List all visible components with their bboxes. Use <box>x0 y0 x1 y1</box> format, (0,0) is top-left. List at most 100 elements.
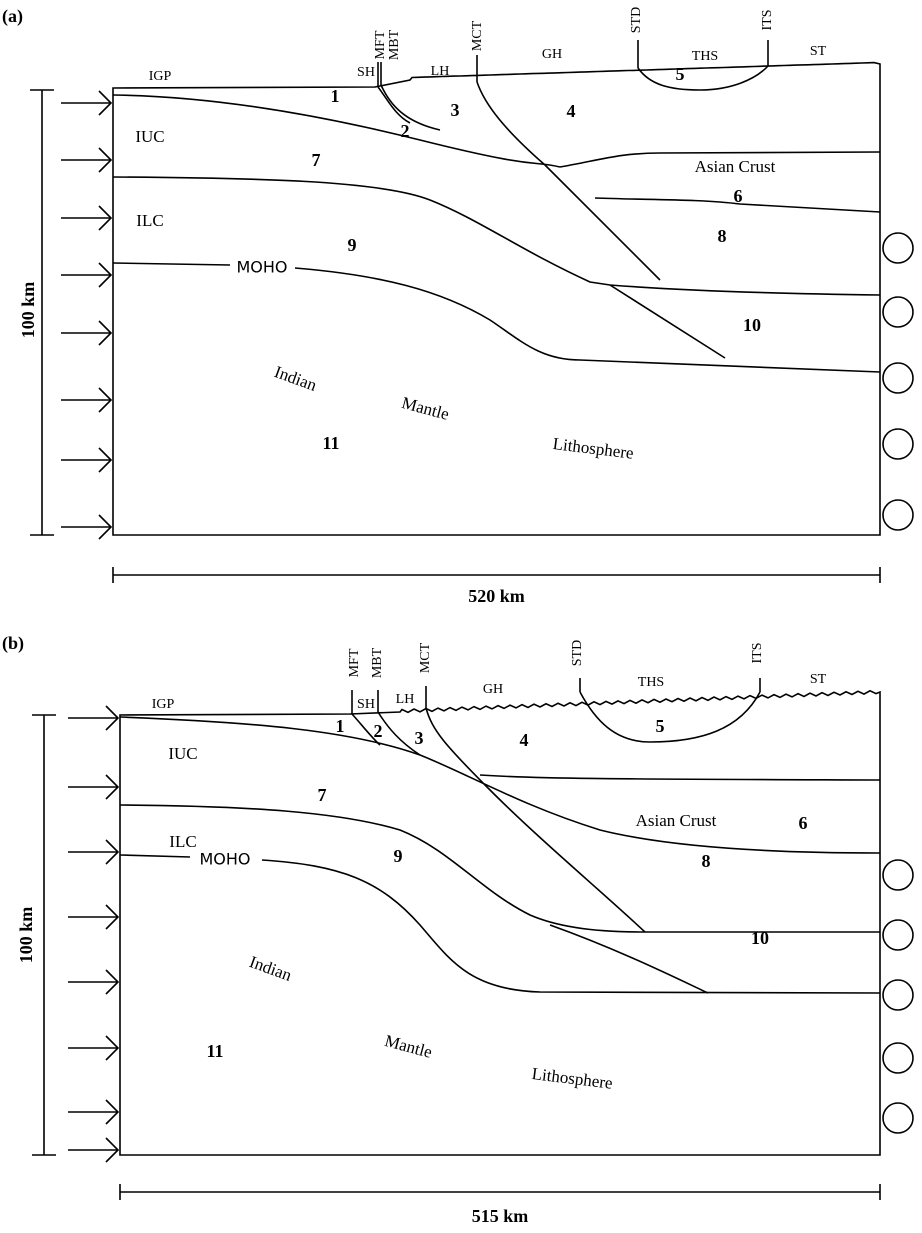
fault-label: ITS <box>760 10 775 31</box>
arrow-head <box>98 147 113 173</box>
unit-name: IUC <box>135 127 164 146</box>
fault-label: ST <box>810 44 827 59</box>
model-box <box>119 689 881 1156</box>
unit-number: 11 <box>322 433 339 453</box>
boundary <box>112 262 231 266</box>
fault-label: MBT <box>387 29 402 60</box>
arrow-head <box>105 774 120 800</box>
arrow-head <box>98 205 113 231</box>
unit-number: 9 <box>394 846 403 866</box>
boundary <box>377 711 421 756</box>
panel-label: (b) <box>2 633 24 654</box>
arrow-head <box>105 705 120 731</box>
unit-number: 1 <box>336 716 345 736</box>
unit-number: 1 <box>331 86 340 106</box>
arrow-head <box>98 387 113 413</box>
fault-label: IGP <box>152 697 175 712</box>
boundary <box>112 94 561 168</box>
unit-number: 5 <box>656 716 665 736</box>
arrow-head <box>105 839 120 865</box>
roller <box>882 296 914 328</box>
unit-name: Lithosphere <box>531 1064 614 1093</box>
fault-label: STD <box>629 7 644 33</box>
unit-name: Indian <box>272 362 320 395</box>
unit-name: ILC <box>169 832 196 851</box>
fault-label: MBT <box>370 647 385 678</box>
unit-number: 7 <box>318 785 327 805</box>
roller <box>882 859 914 891</box>
unit-number: 3 <box>451 100 460 120</box>
boundary <box>579 691 761 743</box>
arrow-head <box>98 447 113 473</box>
fault-label: GH <box>483 682 503 697</box>
boundary <box>261 859 881 994</box>
unit-number: 8 <box>702 851 711 871</box>
fault-label: GH <box>542 47 562 62</box>
boundary <box>380 84 441 131</box>
arrow-head <box>105 1099 120 1125</box>
unit-number: 2 <box>374 721 383 741</box>
fault-label: SH <box>357 697 375 712</box>
roller <box>882 979 914 1011</box>
roller <box>882 362 914 394</box>
roller <box>882 1102 914 1134</box>
unit-number: 10 <box>751 928 769 948</box>
fault-label: LH <box>396 692 415 707</box>
unit-number: 7 <box>312 150 321 170</box>
boundary <box>594 197 881 213</box>
unit-name: ILC <box>136 211 163 230</box>
unit-number: 10 <box>743 315 761 335</box>
unit-name: Mantle <box>400 393 451 424</box>
fault-label: LH <box>431 64 450 79</box>
boundary <box>112 176 881 296</box>
unit-number: 6 <box>734 186 743 206</box>
roller <box>882 919 914 951</box>
width-scale-label: 520 km <box>468 586 525 606</box>
fault-label: ST <box>810 672 827 687</box>
height-scale-label: 100 km <box>16 907 36 964</box>
fault-label: MFT <box>347 648 362 677</box>
unit-number: 8 <box>718 226 727 246</box>
arrow-head <box>105 904 120 930</box>
arrow-head <box>105 1035 120 1061</box>
fault-label: ITS <box>750 643 765 664</box>
boundary <box>609 284 726 359</box>
unit-number: 2 <box>401 121 410 141</box>
unit-name: Asian Crust <box>636 811 717 830</box>
roller <box>882 499 914 531</box>
boundary <box>425 707 646 933</box>
fault-label: SH <box>357 65 375 80</box>
model-box <box>112 61 881 536</box>
arrow-head <box>98 90 113 116</box>
width-scale-label: 515 km <box>472 1206 529 1226</box>
unit-name: Asian Crust <box>695 157 776 176</box>
unit-name: MOHO <box>199 850 250 869</box>
arrow-head <box>98 262 113 288</box>
boundary <box>351 713 381 746</box>
roller <box>882 428 914 460</box>
unit-number: 5 <box>676 64 685 84</box>
panel-label: (a) <box>2 6 23 27</box>
fault-label: STD <box>570 640 585 666</box>
boundary <box>479 774 881 781</box>
unit-number: 3 <box>415 728 424 748</box>
unit-name: MOHO <box>236 258 287 277</box>
boundary <box>294 267 881 373</box>
unit-number: 4 <box>567 101 576 121</box>
arrow-head <box>98 320 113 346</box>
unit-name: Lithosphere <box>552 434 635 463</box>
fault-label: MCT <box>418 642 433 673</box>
fault-label: MFT <box>373 30 388 59</box>
boundary <box>549 924 709 994</box>
boundary <box>377 86 411 124</box>
unit-number: 11 <box>206 1041 223 1061</box>
boundary <box>559 151 881 168</box>
unit-name: IUC <box>168 744 197 763</box>
roller <box>882 1042 914 1074</box>
unit-name: Indian <box>247 952 295 985</box>
fault-label: THS <box>692 49 718 64</box>
boundary <box>119 854 191 858</box>
arrow-head <box>98 514 113 540</box>
arrow-head <box>105 969 120 995</box>
